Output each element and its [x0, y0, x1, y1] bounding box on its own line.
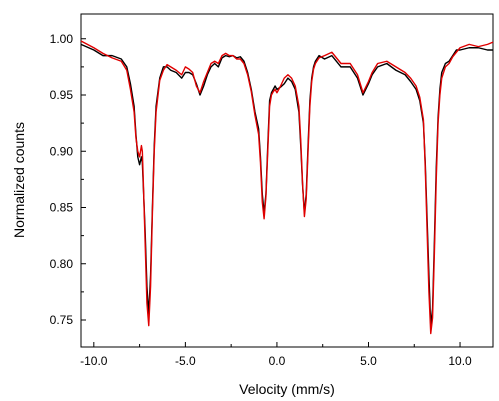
y-tick-label: 0.75 [50, 313, 74, 327]
y-tick-label: 0.95 [50, 88, 74, 102]
y-tick-label: 0.85 [50, 201, 74, 215]
x-tick-label: -10.0 [80, 354, 108, 368]
x-tick-label: -5.0 [175, 354, 196, 368]
y-axis-ticks: 0.75 0.80 0.85 0.90 0.95 1.00 [50, 32, 86, 327]
plot-area: -10.0 -5.0 0.0 5.0 10.0 0.75 0.80 0.85 0.90 0.95… [50, 13, 494, 368]
y-tick-label: 1.00 [50, 32, 74, 46]
y-axis-label: Normalized counts [11, 122, 27, 238]
series-line-2 [80, 40, 494, 335]
x-tick-label: 0.0 [269, 354, 286, 368]
x-tick-label: 10.0 [448, 354, 472, 368]
x-axis-label: Velocity (mm/s) [239, 381, 335, 397]
plot-frame [80, 13, 494, 348]
x-axis-ticks: -10.0 -5.0 0.0 5.0 10.0 [80, 342, 472, 368]
series-layer [80, 40, 494, 335]
y-tick-label: 0.80 [50, 257, 74, 271]
y-tick-label: 0.90 [50, 144, 74, 158]
x-tick-label: 5.0 [360, 354, 377, 368]
